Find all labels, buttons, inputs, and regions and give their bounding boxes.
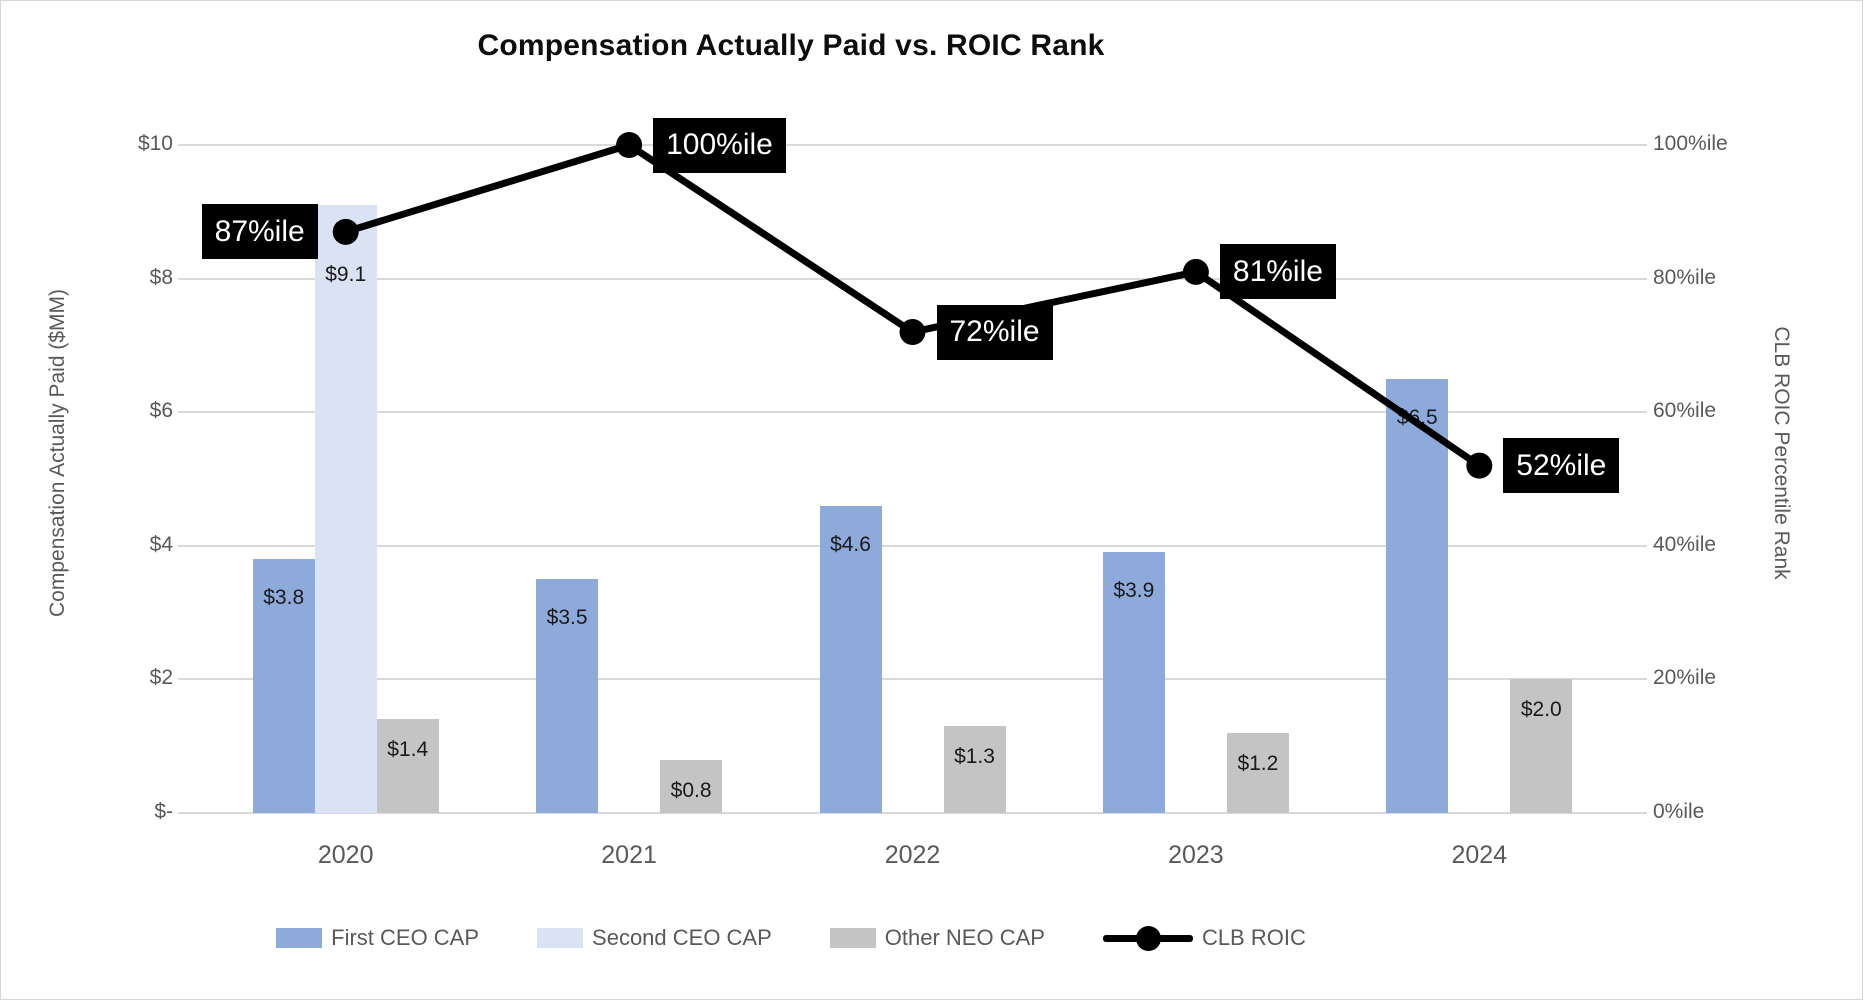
bar-second-ceo-cap-2020 — [314, 205, 377, 813]
y-axis-tick-label: $4 — [149, 532, 173, 556]
y2-axis-tick-label: 40%ile — [1653, 532, 1717, 556]
y2-axis-tick-label: 80%ile — [1653, 265, 1717, 289]
line-point-clb-roic-2023 — [1182, 258, 1209, 285]
roic-callout-2022: 72%ile — [936, 304, 1053, 360]
legend-color-swatch — [537, 928, 584, 948]
right-axis-title: CLB ROIC Percentile Rank — [1770, 326, 1793, 580]
y-axis-tick-label: $6 — [149, 399, 173, 423]
bar-data-label-first-ceo-cap-2020: $3.8 — [263, 586, 305, 610]
bar-data-label-first-ceo-cap-2022: $4.6 — [830, 532, 871, 556]
y-axis-tick-label: $8 — [149, 265, 173, 289]
line-point-clb-roic-2021 — [616, 132, 643, 158]
line-point-clb-roic-2024 — [1466, 452, 1493, 479]
x-axis-tick-label: 2024 — [1451, 841, 1508, 869]
chart-title: Compensation Actually Paid vs. ROIC Rank — [477, 29, 1105, 62]
roic-callout-2023: 81%ile — [1219, 244, 1336, 300]
bar-first-ceo-cap-2023 — [1102, 552, 1165, 813]
line-point-clb-roic-2022 — [899, 319, 926, 346]
x-axis-tick-label: 2020 — [317, 841, 374, 869]
bar-data-label-first-ceo-cap-2021: $3.5 — [546, 606, 588, 630]
bar-data-label-other-neo-cap-2022: $1.3 — [950, 745, 999, 770]
legend-item-other-neo-cap: Other NEO CAP — [829, 925, 1045, 951]
legend: First CEO CAP Second CEO CAP Other NEO CAP… — [1, 921, 1581, 955]
legend-label: CLB ROIC — [1201, 925, 1306, 950]
legend-label: Other NEO CAP — [884, 925, 1045, 950]
gridline — [178, 812, 1647, 814]
y-axis-tick-label: $- — [154, 800, 173, 823]
y-axis-tick-label: $2 — [149, 666, 173, 690]
legend-label: First CEO CAP — [331, 925, 480, 950]
roic-callout-2021: 100%ile — [653, 117, 786, 173]
bar-first-ceo-cap-2024 — [1386, 378, 1449, 813]
x-axis-tick-label: 2021 — [601, 841, 657, 869]
roic-callout-2020: 87%ile — [201, 204, 318, 260]
gridline — [178, 144, 1647, 146]
y2-axis-tick-label: 0%ile — [1653, 800, 1705, 823]
legend-line-marker-swatch — [1102, 925, 1193, 951]
line-clb-roic — [344, 141, 1482, 469]
bar-data-label-other-neo-cap-2020: $1.4 — [383, 738, 433, 763]
legend-item-clb-roic: CLB ROIC — [1102, 925, 1306, 951]
bar-data-label-other-neo-cap-2024: $2.0 — [1516, 698, 1566, 723]
bar-first-ceo-cap-2021 — [536, 579, 599, 813]
y-axis-tick-label: $10 — [137, 132, 173, 155]
gridline — [178, 544, 1647, 547]
x-axis-tick-label: 2023 — [1168, 841, 1224, 869]
y2-axis-tick-label: 20%ile — [1653, 666, 1717, 690]
gridline — [178, 411, 1647, 414]
legend-item-first-ceo-cap: First CEO CAP — [276, 925, 479, 951]
bar-other-neo-cap-2022 — [943, 726, 1006, 813]
gridline — [178, 277, 1647, 280]
left-axis-title: Compensation Actually Paid ($MM) — [46, 289, 69, 617]
line-point-clb-roic-2020 — [332, 218, 359, 245]
legend-item-second-ceo-cap: Second CEO CAP — [537, 925, 772, 951]
legend-color-swatch — [276, 928, 323, 948]
bar-data-label-other-neo-cap-2021: $0.8 — [666, 778, 716, 803]
y2-axis-tick-label: 60%ile — [1653, 399, 1717, 423]
bar-first-ceo-cap-2022 — [819, 505, 882, 813]
gridline — [178, 678, 1647, 681]
x-axis-tick-label: 2022 — [884, 841, 941, 869]
bar-data-label-other-neo-cap-2023: $1.2 — [1233, 751, 1283, 776]
bar-data-label-first-ceo-cap-2023: $3.9 — [1113, 579, 1155, 603]
bar-other-neo-cap-2020 — [376, 719, 439, 813]
bar-first-ceo-cap-2020 — [252, 559, 315, 813]
bar-data-label-first-ceo-cap-2024: $6.5 — [1396, 405, 1438, 429]
bar-data-label-second-ceo-cap-2020: $9.1 — [321, 263, 371, 288]
y2-axis-tick-label: 100%ile — [1653, 132, 1728, 155]
roic-callout-2024: 52%ile — [1503, 438, 1620, 494]
legend-label: Second CEO CAP — [592, 925, 772, 950]
legend-color-swatch — [829, 928, 876, 948]
